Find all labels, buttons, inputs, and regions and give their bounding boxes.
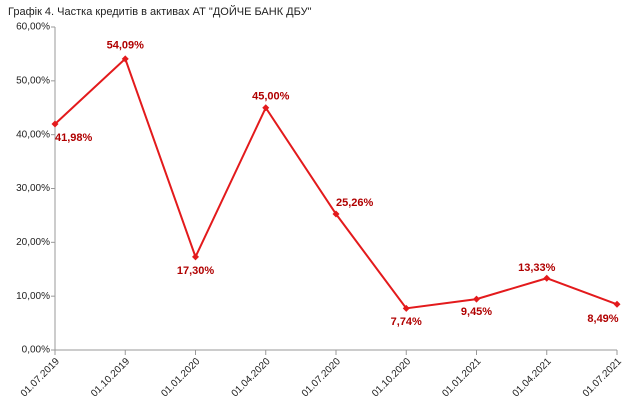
y-tick-label: 60,00% (16, 22, 50, 33)
marker (402, 304, 410, 312)
data-label: 7,74% (391, 316, 422, 328)
data-label: 8,49% (587, 313, 618, 325)
x-tick-label: 01.01.2021 (440, 356, 483, 399)
data-label: 41,98% (55, 132, 93, 144)
x-tick-label: 01.10.2020 (370, 356, 413, 399)
x-tick-label: 01.07.2020 (300, 356, 343, 399)
y-tick-label: 30,00% (16, 183, 50, 194)
data-label: 45,00% (252, 91, 290, 103)
x-tick-label: 01.01.2020 (159, 356, 202, 399)
marker (543, 274, 551, 282)
x-tick-label: 01.07.2021 (581, 356, 624, 399)
data-label: 54,09% (107, 40, 145, 52)
marker (192, 253, 199, 261)
chart-title: Графік 4. Частка кредитів в активах АТ "… (8, 5, 312, 18)
data-label: 17,30% (177, 265, 215, 277)
x-tick-label: 01.10.2019 (89, 356, 132, 399)
y-tick-label: 40,00% (16, 129, 50, 140)
data-label: 13,33% (518, 262, 556, 274)
marker (262, 104, 270, 112)
marker (51, 120, 59, 128)
marker (613, 300, 621, 308)
y-tick-label: 10,00% (16, 291, 50, 302)
data-label: 25,26% (336, 197, 374, 209)
marker (121, 55, 129, 63)
marker (332, 210, 340, 218)
x-tick-label: 01.07.2019 (19, 356, 62, 399)
y-tick-label: 50,00% (16, 75, 50, 86)
y-tick-label: 0,00% (22, 345, 50, 356)
marker (473, 295, 480, 303)
x-tick-label: 01.04.2020 (230, 356, 273, 399)
x-tick-label: 01.04.2021 (511, 356, 554, 399)
data-label: 9,45% (461, 306, 492, 318)
y-tick-label: 20,00% (16, 237, 50, 248)
